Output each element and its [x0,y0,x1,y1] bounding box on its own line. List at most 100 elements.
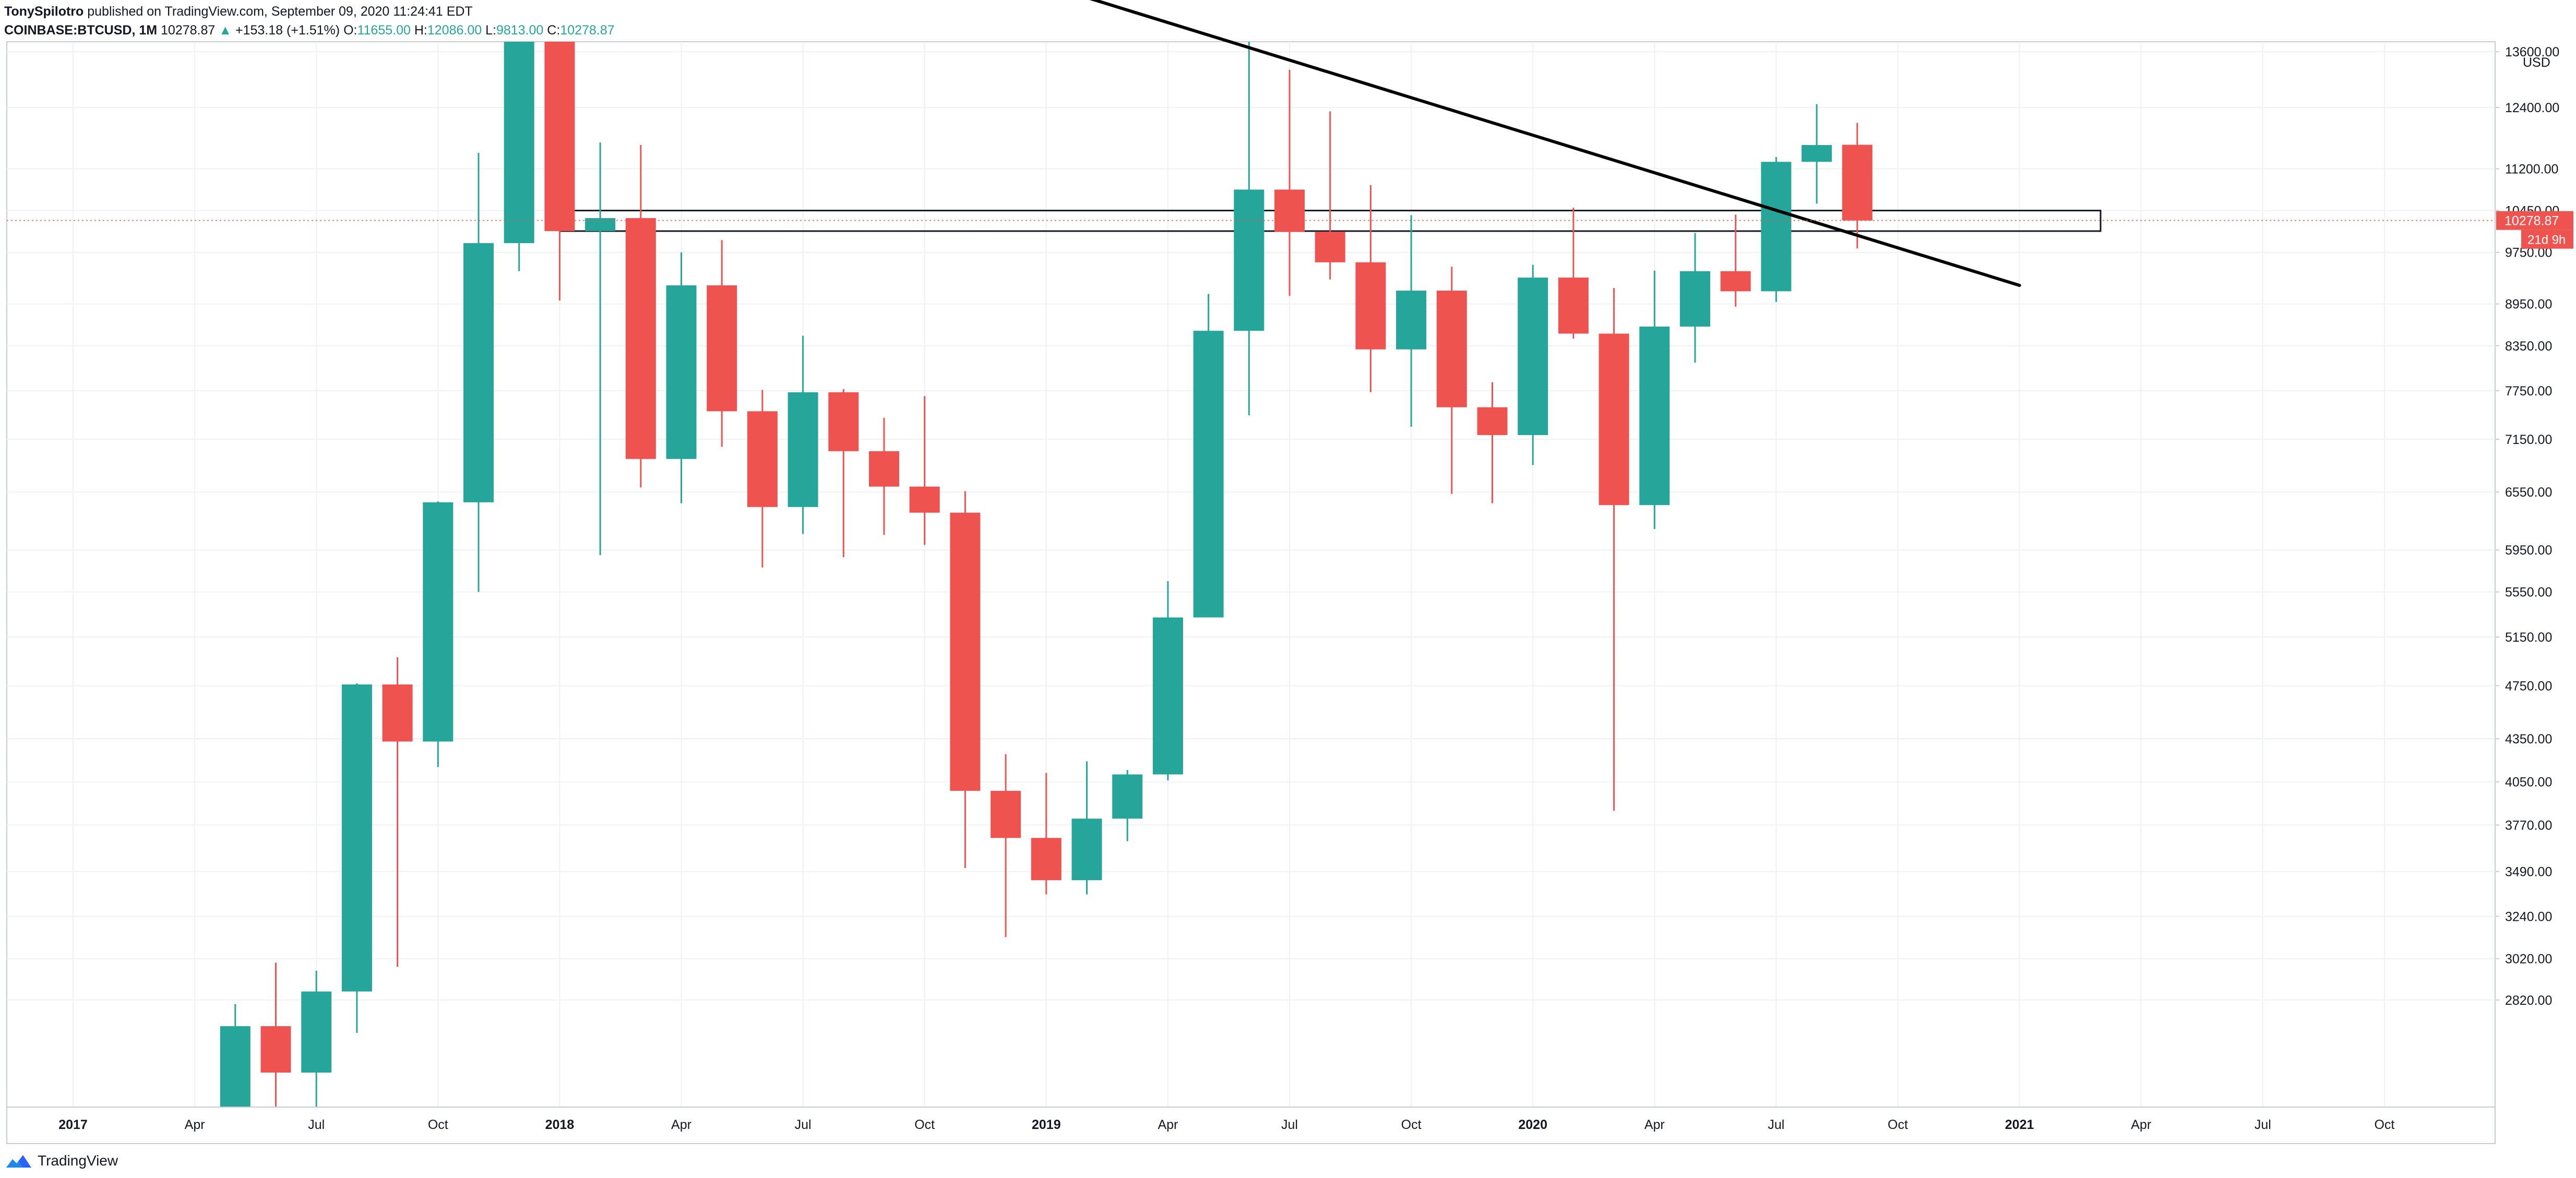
x-tick-label: 2020 [1518,1117,1547,1132]
candle-body-down [869,451,899,487]
candle[interactable] [301,970,332,1107]
tradingview-brand: TradingView [38,1152,118,1169]
candle[interactable] [828,389,859,557]
candle[interactable] [1599,288,1629,811]
candle[interactable] [544,42,575,301]
up-arrow-icon: ▲ [219,23,232,38]
candle[interactable] [1396,215,1427,427]
candle[interactable] [747,390,778,568]
candle[interactable] [1477,382,1508,503]
candle[interactable] [1639,270,1670,530]
candle[interactable] [423,501,454,767]
symbol-label[interactable]: COINBASE:BTCUSD, 1M [4,23,158,38]
candle[interactable] [220,1004,251,1107]
candle-body-up [788,392,818,507]
candle[interactable] [1842,123,1873,249]
candle-body-up [301,991,332,1073]
y-tick-label: 4350.00 [2505,732,2552,747]
candle[interactable] [1761,157,1792,302]
candle-body-up [1396,291,1427,350]
candle-body-down [1355,262,1386,350]
y-tick-label: 8950.00 [2505,297,2552,312]
change-value: +153.18 (+1.51%) [235,23,340,38]
y-tick-label: 4750.00 [2505,679,2552,693]
ohlc-line: COINBASE:BTCUSD, 1M 10278.87 ▲ +153.18 (… [4,21,2405,40]
candle[interactable] [1518,265,1548,465]
candle[interactable] [1355,185,1386,392]
candle[interactable] [1193,294,1224,618]
candle[interactable] [788,335,818,534]
candle-body-down [1842,145,1873,221]
y-tick-label: 12400.00 [2505,101,2559,115]
y-tick-label: 3020.00 [2505,952,2552,967]
x-tick-label: Oct [1401,1117,1422,1132]
candle[interactable] [341,683,372,1033]
candle[interactable] [1720,214,1751,307]
candle-body-up [1802,145,1832,162]
candle-body-up [423,502,454,742]
candle-body-up [1680,271,1710,327]
low-label: L: [485,23,496,38]
resistance-trendline[interactable] [519,0,2021,287]
candle[interactable] [1071,761,1102,895]
x-tick-label: Oct [428,1117,448,1132]
candle-body-up [1112,774,1143,819]
candle[interactable] [625,145,656,488]
candle[interactable] [382,657,413,967]
y-tick-label: 3240.00 [2505,909,2552,924]
candle[interactable] [950,491,981,868]
candle[interactable] [1558,208,1589,339]
candle[interactable] [1680,233,1710,363]
time-axis[interactable]: 2017 Apr Jul Oct 2018 Apr Jul Oct 2019 Apr Jul Oct 2… [7,1107,2495,1132]
candle[interactable] [1274,69,1305,296]
candle[interactable] [463,152,494,592]
candle[interactable] [991,754,1021,937]
price-axis[interactable]: 2820.00 3020.00 3240.00 3490.00 3770.00 4050.… [2495,45,2573,1008]
last-price-tag [2496,211,2573,230]
low-value: 9813.00 [496,23,544,38]
candle-body-down [1274,189,1305,232]
x-tick-label: Oct [914,1117,935,1132]
candle[interactable] [1152,581,1183,780]
candle[interactable] [1234,42,1265,416]
candles-layer [220,42,1873,1107]
y-tick-label: 8350.00 [2505,339,2552,354]
tradingview-footer[interactable]: TradingView [5,1148,118,1174]
y-tick-label: 3770.00 [2505,818,2552,833]
y-tick-label: 7750.00 [2505,384,2552,399]
candle-body-down [909,486,940,513]
candle[interactable] [1112,770,1143,842]
candle-body-down [625,218,656,459]
candle-body-up [1761,162,1792,292]
x-tick-label: Jul [1281,1117,1298,1132]
candle[interactable] [1802,104,1832,204]
x-tick-label: Apr [1158,1117,1178,1132]
candle-body-down [260,1026,291,1073]
high-label: H: [414,23,427,38]
candle[interactable] [260,963,291,1107]
candle-body-up [1234,189,1265,331]
candle[interactable] [1031,773,1062,895]
open-label: O: [343,23,357,38]
candle[interactable] [909,396,940,545]
publisher-line: TonySpilotro published on TradingView.co… [4,2,2405,21]
chart-header: TonySpilotro published on TradingView.co… [4,2,2405,40]
y-tick-label: 11200.00 [2505,162,2558,177]
candle-body-up [1152,617,1183,775]
candle[interactable] [666,252,697,503]
candle[interactable] [504,42,534,271]
y-tick-label: 13600.00 [2505,45,2559,59]
x-tick-label: 2021 [2005,1117,2034,1132]
candle-body-up [1518,278,1548,435]
high-value: 12086.00 [427,23,482,38]
candle[interactable] [707,240,737,447]
candle-body-down [747,411,778,507]
x-tick-label: Apr [185,1117,205,1132]
candle[interactable] [1436,267,1467,494]
price-chart[interactable]: 2820.00 3020.00 3240.00 3490.00 3770.00 4050.… [0,0,2576,1148]
author-name[interactable]: TonySpilotro [4,4,84,19]
candle[interactable] [869,417,899,535]
candle[interactable] [1315,111,1345,280]
candle-body-up [220,1026,251,1107]
candle-body-down [382,684,413,742]
